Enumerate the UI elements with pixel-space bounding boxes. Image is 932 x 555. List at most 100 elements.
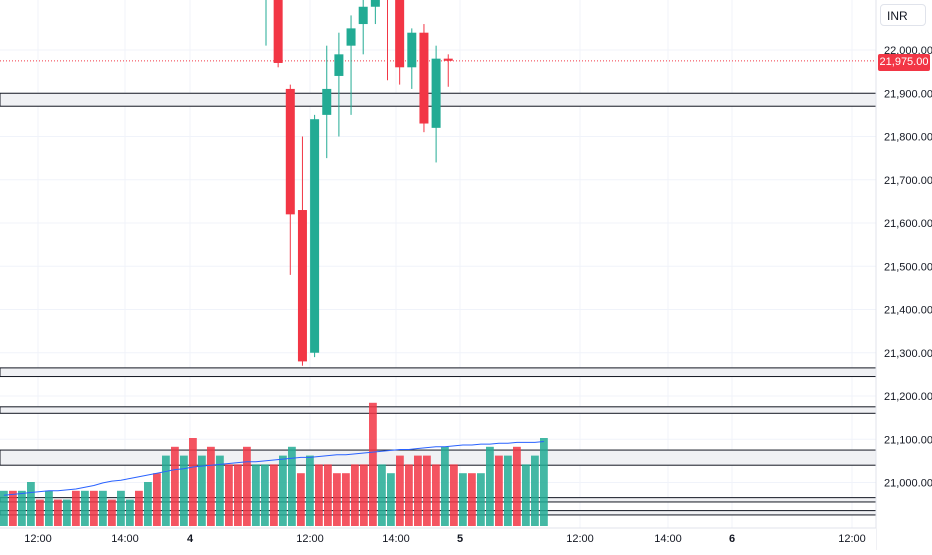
volume-bar xyxy=(63,499,71,526)
x-tick-label: 12:00 xyxy=(296,533,324,545)
volume-bar xyxy=(351,464,359,526)
volume-bar xyxy=(387,473,395,526)
y-tick-label: 21,200.00 xyxy=(884,391,932,403)
volume-bar xyxy=(306,455,314,526)
last-price-label: 21,975.00 xyxy=(879,56,929,68)
x-tick-label: 5 xyxy=(457,533,463,545)
volume-bar xyxy=(36,499,44,526)
volume-bar xyxy=(225,464,233,526)
volume-bar xyxy=(27,482,35,526)
candle-body[interactable] xyxy=(407,32,417,68)
volume-bar xyxy=(9,490,17,526)
volume-bar xyxy=(18,490,26,526)
volume-bar xyxy=(162,455,170,526)
volume-bar xyxy=(243,446,251,526)
x-tick-label: 14:00 xyxy=(654,533,682,545)
volume-bar xyxy=(90,490,98,526)
volume-bar xyxy=(369,402,377,526)
volume-bar xyxy=(405,464,413,526)
last-price-tag: 21,975.00 xyxy=(878,54,930,71)
currency-label: INR xyxy=(887,9,908,23)
volume-bar xyxy=(432,464,440,526)
volume-bar xyxy=(144,482,152,526)
volume-bar xyxy=(234,464,242,526)
x-tick-label: 4 xyxy=(187,533,194,545)
x-tick-label: 12:00 xyxy=(838,533,866,545)
volume-bar xyxy=(261,464,269,526)
volume-bar xyxy=(531,455,539,526)
volume-bar xyxy=(198,455,206,526)
volume-bar xyxy=(189,438,197,526)
y-tick-label: 21,400.00 xyxy=(884,305,932,317)
volume-bar xyxy=(207,446,215,526)
candle-body[interactable] xyxy=(285,88,295,215)
volume-bar xyxy=(216,455,224,526)
volume-bar xyxy=(288,446,296,526)
volume-bar xyxy=(252,464,260,526)
x-tick-label: 14:00 xyxy=(111,533,139,545)
volume-ma-line xyxy=(3,441,544,496)
volume-bar xyxy=(315,464,323,526)
volume-bar xyxy=(72,490,80,526)
volume-bar xyxy=(423,455,431,526)
currency-selector[interactable]: INR xyxy=(880,4,926,26)
volume-bar xyxy=(459,473,467,526)
volume-bar xyxy=(477,473,485,526)
volume-bar xyxy=(378,464,386,526)
volume-bar xyxy=(135,490,143,526)
volume-bar xyxy=(0,490,8,526)
level-zone[interactable] xyxy=(0,406,877,414)
candle-body[interactable] xyxy=(370,0,380,7)
volume-bar xyxy=(540,438,548,526)
x-tick-label: 14:00 xyxy=(382,533,410,545)
volume-bar xyxy=(45,490,53,526)
volume-bar xyxy=(342,473,350,526)
y-tick-label: 21,700.00 xyxy=(884,175,932,187)
level-zone[interactable] xyxy=(0,367,877,378)
y-tick-label: 21,600.00 xyxy=(884,218,932,230)
volume-bar xyxy=(99,490,107,526)
volume-bar xyxy=(468,473,476,526)
candle-body[interactable] xyxy=(310,119,320,353)
y-tick-label: 21,900.00 xyxy=(884,88,932,100)
volume-bar xyxy=(513,446,521,526)
y-tick-label: 21,500.00 xyxy=(884,261,932,273)
y-tick-label: 21,100.00 xyxy=(884,434,932,446)
volume-bar xyxy=(522,464,530,526)
volume-bar xyxy=(396,455,404,526)
volume-bar xyxy=(81,490,89,526)
volume-bar xyxy=(333,473,341,526)
candle-body[interactable] xyxy=(431,58,441,128)
volume-bar xyxy=(117,490,125,526)
candle-body[interactable] xyxy=(346,28,356,46)
level-zone[interactable] xyxy=(0,449,877,466)
volume-bar xyxy=(414,455,422,526)
candle-body[interactable] xyxy=(358,6,368,25)
volume-bar xyxy=(108,499,116,526)
x-tick-label: 12:00 xyxy=(24,533,52,545)
volume-bar xyxy=(270,464,278,526)
volume-bar xyxy=(279,455,287,526)
candle-body[interactable] xyxy=(334,54,344,76)
volume-bar xyxy=(153,473,161,526)
volume-bar xyxy=(171,446,179,526)
y-tick-label: 21,000.00 xyxy=(884,478,932,490)
candle-body[interactable] xyxy=(322,88,332,115)
x-tick-label: 6 xyxy=(729,533,735,545)
candle-body[interactable] xyxy=(297,210,307,362)
y-tick-label: 21,300.00 xyxy=(884,348,932,360)
volume-bar xyxy=(324,464,332,526)
candle-body[interactable] xyxy=(395,0,405,68)
candle-body[interactable] xyxy=(443,58,453,61)
volume-bar xyxy=(297,473,305,526)
volume-bar xyxy=(180,455,188,526)
volume-bar xyxy=(360,464,368,526)
volume-bar xyxy=(54,499,62,526)
candle-body[interactable] xyxy=(419,32,429,124)
time-axis[interactable] xyxy=(0,528,876,550)
candle-body[interactable] xyxy=(273,0,283,63)
price-axis[interactable] xyxy=(876,0,932,550)
x-tick-label: 12:00 xyxy=(566,533,594,545)
